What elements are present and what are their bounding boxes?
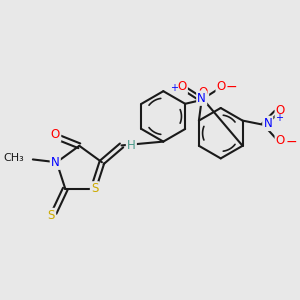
Text: N: N bbox=[263, 117, 272, 130]
Text: +: + bbox=[275, 113, 283, 123]
Text: O: O bbox=[51, 128, 60, 141]
Text: S: S bbox=[48, 209, 55, 222]
Text: −: − bbox=[286, 135, 297, 148]
Text: CH₃: CH₃ bbox=[4, 153, 25, 163]
Text: O: O bbox=[276, 104, 285, 117]
Text: S: S bbox=[91, 182, 98, 195]
Text: O: O bbox=[199, 86, 208, 99]
Text: N: N bbox=[197, 92, 206, 105]
Text: O: O bbox=[276, 134, 285, 147]
Text: O: O bbox=[178, 80, 187, 94]
Text: N: N bbox=[51, 156, 60, 169]
Text: O: O bbox=[217, 80, 226, 94]
Text: H: H bbox=[127, 139, 136, 152]
Text: −: − bbox=[225, 80, 237, 94]
Text: +: + bbox=[170, 83, 178, 93]
